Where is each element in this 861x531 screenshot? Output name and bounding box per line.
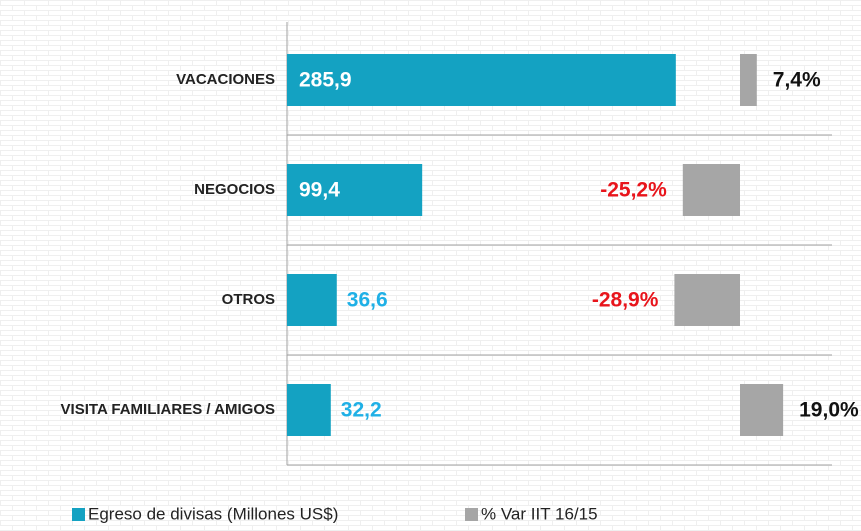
value-label: 19,0% [799,399,859,422]
value-label: 285,9 [299,69,352,92]
legend-label: % Var IIT 16/15 [481,504,598,523]
category-label: VISITA FAMILIARES / AMIGOS [61,401,275,418]
bar [740,384,784,436]
bar [682,164,740,216]
legend-swatch [465,508,478,521]
legend-label: Egreso de divisas (Millones US$) [88,504,338,523]
value-label: -25,2% [600,179,667,202]
bar [287,384,331,436]
plot-area [286,22,832,466]
bar [287,164,423,216]
category-label: NEGOCIOS [194,181,275,198]
bar [674,274,740,326]
bar [287,54,676,106]
bar [287,274,337,326]
value-label: 36,6 [347,289,388,312]
category-label: VACACIONES [176,71,275,88]
value-label: 32,2 [341,399,382,422]
category-label: OTROS [222,291,275,308]
value-label: 7,4% [773,69,821,92]
value-label: 99,4 [299,179,340,202]
bar [740,54,757,106]
value-label: -28,9% [592,289,659,312]
legend-swatch [72,508,85,521]
